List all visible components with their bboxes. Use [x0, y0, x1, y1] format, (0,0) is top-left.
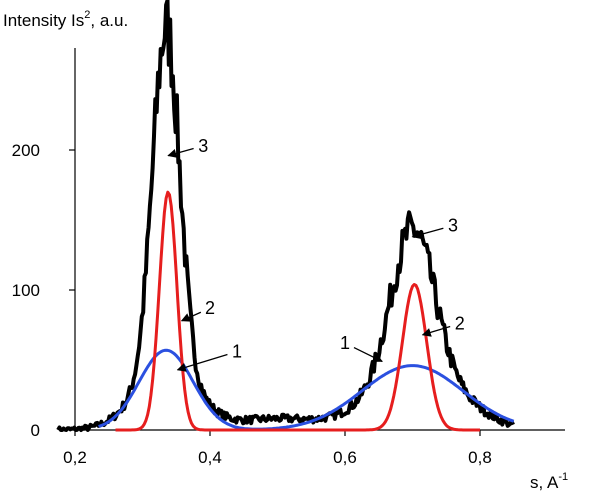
annotation-arrow: [167, 147, 194, 158]
annotation-label: 2: [205, 298, 215, 318]
x-tick-label: 0,6: [333, 448, 357, 467]
annotation-label: 1: [232, 342, 242, 362]
annotation-arrow: [180, 311, 202, 322]
series-3-line: [56, 0, 515, 432]
y-tick-label: 100: [12, 281, 40, 300]
y-axis-label: Intensity Is2, a.u.: [3, 9, 128, 30]
annotation-arrow: [353, 347, 383, 362]
y-tick-label: 0: [31, 421, 40, 440]
annotation-arrow: [176, 353, 228, 372]
annotation-label: 1: [340, 333, 350, 353]
y-ticks: 0 100 200: [12, 141, 75, 440]
annotation-arrow: [411, 227, 444, 240]
series-2-line: [115, 190, 480, 432]
annotation-label: 3: [198, 136, 208, 156]
curves: [56, 0, 515, 432]
annotation-label: 2: [455, 314, 465, 334]
x-tick-label: 0,4: [198, 448, 222, 467]
annotation-label: 3: [448, 216, 458, 236]
x-ticks: 0,2 0,4 0,6 0,8: [63, 430, 492, 467]
annotations: 3 2 1 3 2 1: [167, 136, 465, 372]
y-tick-label: 200: [12, 141, 40, 160]
x-axis-label: s, A-1: [530, 471, 568, 492]
series-1-line: [98, 348, 515, 431]
x-tick-label: 0,8: [468, 448, 492, 467]
annotation-arrow: [421, 325, 451, 337]
x-tick-label: 0,2: [63, 448, 87, 467]
